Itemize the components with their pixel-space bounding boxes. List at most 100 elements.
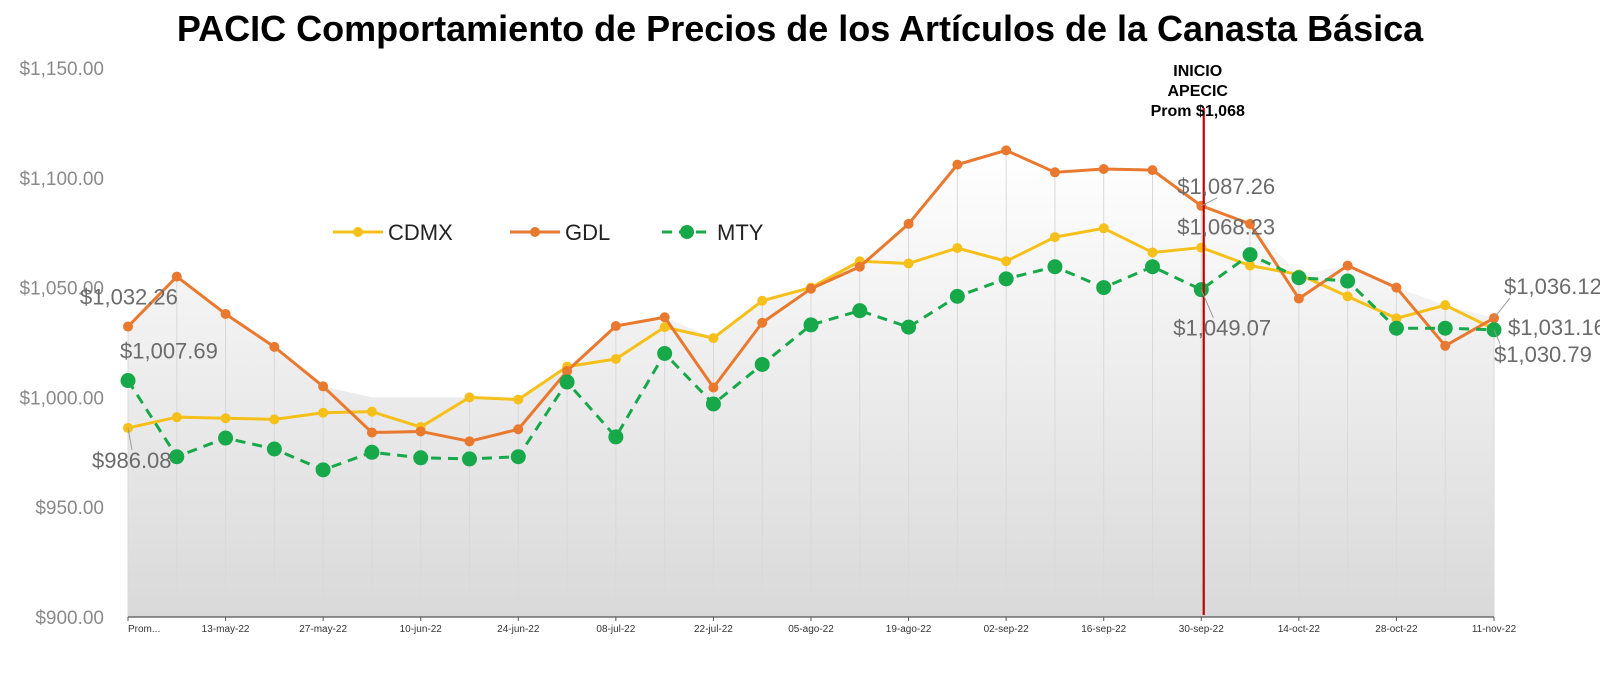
data-label: $1,087.26	[1177, 174, 1275, 199]
x-tick-label: 11-nov-22	[1472, 624, 1517, 635]
data-point-mty	[949, 288, 965, 304]
legend-label-gdl: GDL	[565, 220, 610, 245]
x-tick-label: 08-jul-22	[596, 624, 635, 635]
data-point-mty	[266, 441, 282, 457]
data-point-mty	[559, 374, 575, 390]
data-point-gdl	[903, 218, 914, 229]
x-tick-label: 13-may-22	[202, 624, 250, 635]
x-tick-label: 16-sep-22	[1081, 624, 1126, 635]
data-label: $1,031.16	[1508, 315, 1600, 340]
data-label: $986.08	[92, 448, 172, 473]
data-point-mty	[657, 345, 673, 361]
data-point-cdmx	[1245, 260, 1256, 271]
data-label: $1,007.69	[120, 339, 218, 364]
y-tick-label: $1,150.00	[19, 59, 104, 80]
data-point-cdmx	[1440, 300, 1451, 311]
x-tick-label: 10-jun-22	[400, 624, 443, 635]
data-point-mty	[1340, 273, 1356, 289]
data-label: $1,030.79	[1494, 342, 1592, 367]
data-labels: $1,032.26 $1,007.69 $986.08 $1,087.26 $1,068…	[80, 174, 1600, 473]
y-tick-label: $950.00	[35, 498, 104, 519]
data-point-mty	[754, 356, 770, 372]
data-point-cdmx	[1147, 247, 1158, 258]
data-point-mty	[1437, 320, 1453, 336]
data-point-cdmx	[318, 407, 329, 418]
y-tick-label: $900.00	[35, 608, 104, 629]
data-point-gdl	[1147, 165, 1158, 176]
data-point-gdl	[1049, 167, 1060, 178]
data-label: $1,036.12	[1504, 274, 1600, 299]
data-label-leader	[1201, 197, 1218, 207]
x-tick-label: 05-ago-22	[788, 624, 834, 635]
data-label-leader	[1493, 329, 1501, 344]
apecic-annotation: INICIO APECIC Prom $1,068	[1151, 63, 1245, 615]
y-tick-label: $1,050.00	[19, 279, 104, 300]
y-tick-label: $1,000.00	[19, 388, 104, 409]
data-point-mty	[705, 396, 721, 412]
x-tick-label: 30-sep-22	[1179, 624, 1224, 635]
data-point-gdl	[1001, 145, 1012, 156]
data-point-gdl	[1098, 164, 1109, 175]
data-point-gdl	[562, 366, 573, 377]
data-point-gdl	[1293, 293, 1304, 304]
data-point-gdl	[806, 283, 816, 294]
data-point-gdl	[1342, 260, 1353, 271]
x-tick-label: Prom...	[128, 624, 160, 635]
legend-marker-cdmx	[353, 227, 363, 237]
legend: CDMX GDL MTY	[333, 220, 764, 245]
data-point-mty	[1145, 259, 1160, 275]
data-point-gdl	[952, 159, 963, 170]
legend-marker-mty	[680, 225, 694, 239]
annotation-text: APECIC	[1167, 83, 1228, 100]
data-point-mty	[413, 450, 429, 466]
x-tick-label: 24-jun-22	[497, 624, 540, 635]
data-point-cdmx	[171, 412, 182, 423]
data-point-mty	[1388, 320, 1404, 336]
data-point-mty	[901, 319, 917, 335]
data-label: $1,049.07	[1173, 316, 1271, 341]
data-point-cdmx	[1391, 313, 1402, 324]
data-point-gdl	[171, 271, 182, 282]
data-point-cdmx	[269, 414, 280, 425]
data-point-mty	[608, 429, 624, 445]
series-lines	[120, 145, 1502, 478]
data-point-gdl	[513, 424, 524, 435]
data-point-mty	[803, 317, 819, 333]
data-point-gdl	[318, 381, 329, 392]
data-label: $1,068.23	[1177, 215, 1275, 240]
data-point-mty	[1047, 259, 1063, 275]
data-point-gdl	[123, 321, 133, 332]
data-label-leader	[1493, 297, 1511, 319]
legend-label-mty: MTY	[717, 220, 764, 245]
data-point-mty	[1096, 280, 1112, 296]
x-tick-label: 27-may-22	[299, 624, 347, 635]
x-tick-label: 28-oct-22	[1375, 624, 1418, 635]
data-point-cdmx	[1049, 232, 1060, 243]
legend-label-cdmx: CDMX	[388, 220, 453, 245]
data-point-gdl	[610, 321, 621, 332]
chart-title: PACIC Comportamiento de Precios de los A…	[176, 8, 1424, 49]
data-point-cdmx	[464, 392, 475, 403]
data-point-cdmx	[610, 353, 621, 364]
data-point-gdl	[659, 312, 670, 323]
data-point-mty	[852, 303, 868, 319]
data-point-gdl	[366, 427, 377, 438]
data-point-mty	[218, 430, 234, 446]
data-point-gdl	[854, 261, 865, 272]
annotation-text: Prom $1,068	[1151, 103, 1245, 120]
data-point-gdl	[1245, 218, 1256, 229]
data-point-gdl	[220, 308, 231, 319]
data-point-gdl	[708, 382, 719, 393]
data-point-cdmx	[1098, 223, 1109, 234]
data-point-cdmx	[903, 258, 914, 269]
data-point-cdmx	[757, 295, 768, 306]
vertical-gridlines	[127, 150, 1495, 617]
data-point-cdmx	[952, 243, 963, 254]
series-line-mty	[126, 253, 1495, 472]
data-point-cdmx	[659, 322, 670, 333]
data-point-gdl	[269, 341, 280, 352]
data-point-gdl	[415, 426, 426, 437]
data-point-mty	[120, 373, 136, 389]
data-label-leader	[1200, 289, 1214, 318]
